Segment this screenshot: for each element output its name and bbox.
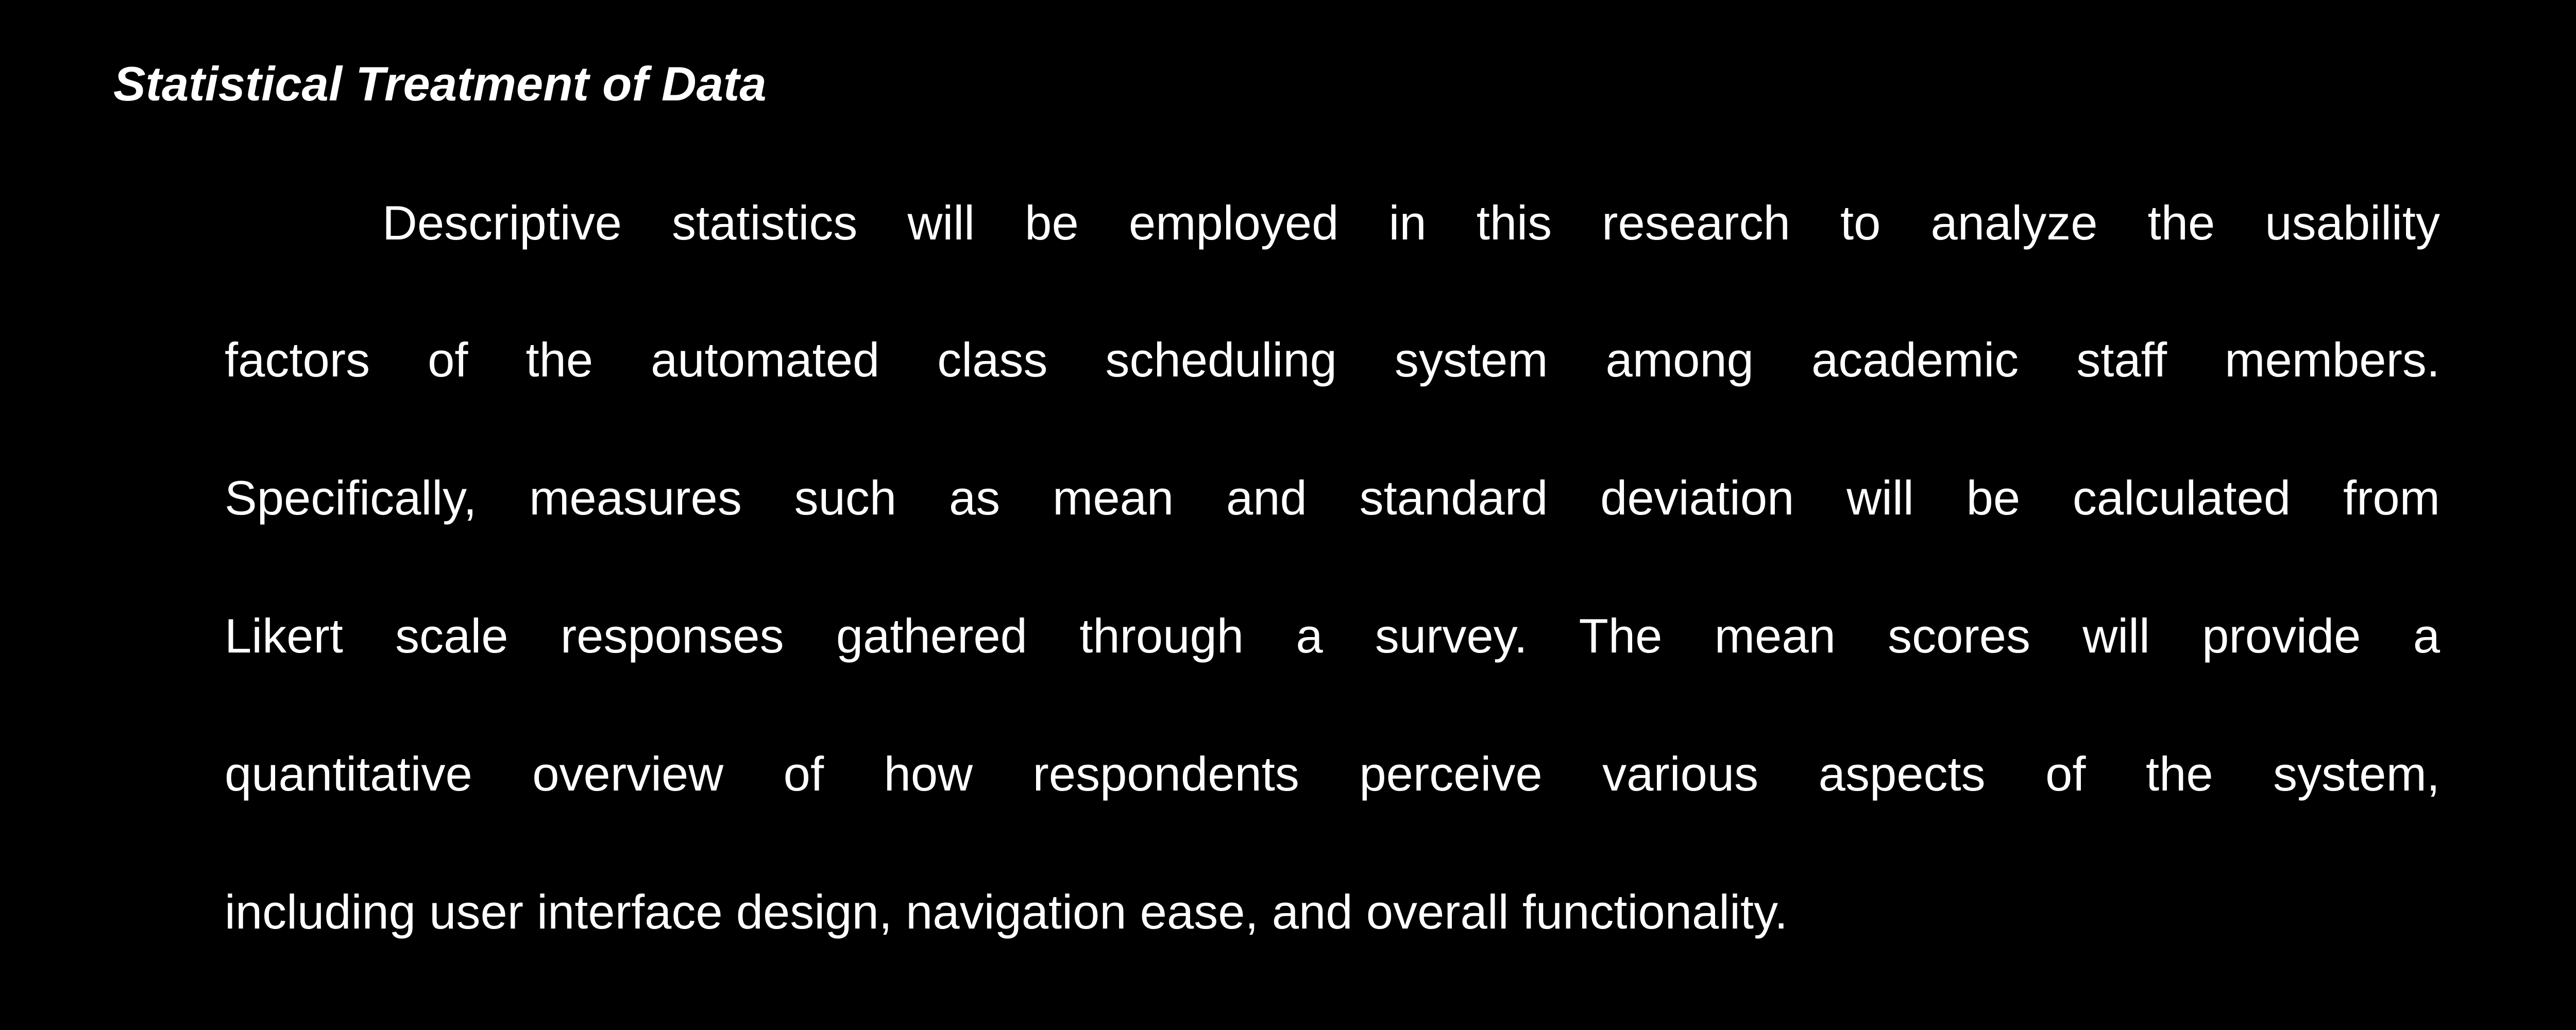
paragraph-line: Likert scale responses gathered through … <box>225 609 2440 663</box>
section-heading: Statistical Treatment of Data <box>113 57 767 111</box>
paragraph-line: Specifically, measures such as mean and … <box>225 471 2440 525</box>
paragraph-line: quantitative overview of how respondents… <box>225 747 2440 801</box>
paragraph-line: Descriptive statistics will be employed … <box>382 196 2440 250</box>
paragraph-line: including user interface design, navigat… <box>225 885 1788 939</box>
paragraph-line: factors of the automated class schedulin… <box>225 333 2440 387</box>
